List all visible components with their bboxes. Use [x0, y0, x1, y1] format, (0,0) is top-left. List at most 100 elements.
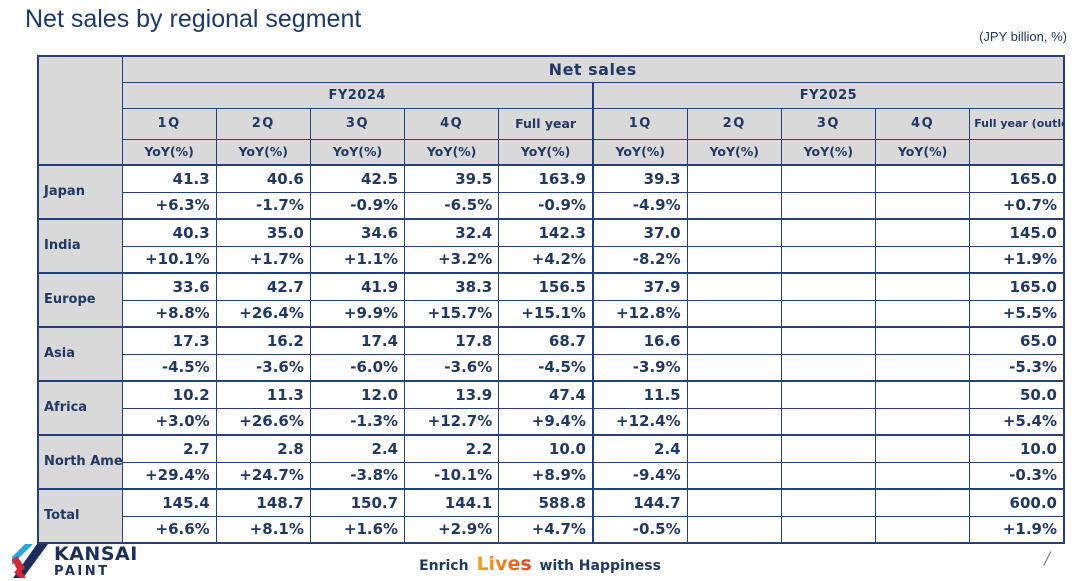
net-sales-value: 13.9 [404, 380, 500, 409]
fy2024-header: FY2024 [121, 81, 594, 109]
net-sales-value: 38.3 [404, 272, 500, 301]
yoy-header: YoY(%) [215, 138, 311, 166]
yoy-value: +4.2% [498, 245, 594, 274]
net-sales-value: 2.4 [309, 434, 406, 463]
yoy-value [874, 245, 971, 274]
net-sales-value [874, 164, 971, 193]
yoy-value: +1.9% [969, 515, 1065, 544]
net-sales-value: 50.0 [969, 380, 1065, 409]
region-value-row: Total 145.4 148.7 150.7 144.1 588.8 144.7 600.0 [37, 488, 1065, 544]
quarter-header: 4Q [404, 107, 500, 140]
yoy-value: +15.1% [498, 299, 594, 328]
full-year-outlook-header: Full year (outlook) [969, 107, 1065, 140]
yoy-value: +24.7% [215, 461, 311, 490]
net-sales-value: 47.4 [498, 380, 594, 409]
net-sales-value: 165.0 [969, 272, 1065, 301]
yoy-value: -4.9% [592, 191, 688, 220]
net-sales-value [874, 326, 971, 355]
net-sales-value [874, 434, 971, 463]
net-sales-value: 148.7 [215, 488, 311, 517]
net-sales-value: 145.0 [969, 218, 1065, 247]
region-value-row: Europe 33.6 42.7 41.9 38.3 156.5 37.9 165.0 [37, 272, 1065, 328]
tagline-accent: Lives [473, 553, 534, 575]
yoy-header: YoY(%) [686, 138, 782, 166]
yoy-header: YoY(%) [498, 138, 594, 166]
yoy-value: +15.7% [404, 299, 500, 328]
yoy-value: -9.4% [592, 461, 688, 490]
yoy-value [686, 353, 782, 382]
yoy-value: +1.9% [969, 245, 1065, 274]
full-year-header: Full year [498, 107, 594, 140]
net-sales-value: 16.6 [592, 326, 688, 355]
kansai-k-icon [12, 544, 48, 578]
yoy-value [686, 461, 782, 490]
net-sales-value [780, 434, 877, 463]
net-sales-value [686, 164, 782, 193]
region-yoy-row: +6.6% +8.1% +1.6% +2.9% +4.7% -0.5% +1.9% [38, 515, 1065, 544]
net-sales-value: 40.6 [215, 164, 311, 193]
yoy-value: -0.3% [969, 461, 1065, 490]
net-sales-value [874, 380, 971, 409]
yoy-value: +8.8% [121, 299, 217, 328]
yoy-value: +26.4% [215, 299, 311, 328]
quarter-header: 3Q [780, 107, 877, 140]
tagline-right: with Happiness [539, 558, 661, 574]
net-sales-value: 68.7 [498, 326, 594, 355]
net-sales-value: 150.7 [309, 488, 406, 517]
region-yoy-row: +29.4% +24.7% -3.8% -10.1% +8.9% -9.4% -0.3% [38, 461, 1065, 490]
yoy-value: +12.8% [592, 299, 688, 328]
net-sales-value [874, 488, 971, 517]
yoy-value: +5.4% [969, 407, 1065, 436]
net-sales-value: 17.3 [121, 326, 217, 355]
table-header: Net sales FY2024 FY2025 1Q 2Q 3Q 4Q Full… [37, 55, 1065, 166]
yoy-header: YoY(%) [404, 138, 500, 166]
net-sales-value: 2.2 [404, 434, 500, 463]
net-sales-value: 37.0 [592, 218, 688, 247]
page-title: Net sales by regional segment [25, 5, 362, 33]
yoy-value: +8.1% [215, 515, 311, 544]
region-yoy-row: +3.0% +26.6% -1.3% +12.7% +9.4% +12.4% +5.4% [38, 407, 1065, 436]
tagline-left: Enrich [419, 558, 469, 574]
yoy-value [780, 353, 877, 382]
quarter-header: 2Q [215, 107, 311, 140]
region-value-row: Japan 41.3 40.6 42.5 39.5 163.9 39.3 165.0 [37, 164, 1065, 220]
yoy-value: +2.9% [404, 515, 500, 544]
net-sales-value: 144.1 [404, 488, 500, 517]
region-label: North America [37, 434, 123, 490]
net-sales-value: 34.6 [309, 218, 406, 247]
net-sales-value [686, 326, 782, 355]
yoy-value: -6.5% [404, 191, 500, 220]
net-sales-value: 11.3 [215, 380, 311, 409]
yoy-value: +10.1% [121, 245, 217, 274]
yoy-value: -0.9% [309, 191, 406, 220]
yoy-value [780, 245, 877, 274]
yoy-value: -3.6% [215, 353, 311, 382]
yoy-value: +0.7% [969, 191, 1065, 220]
net-sales-value: 41.3 [121, 164, 217, 193]
region-yoy-row: -4.5% -3.6% -6.0% -3.6% -4.5% -3.9% -5.3% [38, 353, 1065, 382]
footer: KANSAI PAINT Enrich Lives with Happiness… [0, 541, 1080, 581]
net-sales-value: 165.0 [969, 164, 1065, 193]
net-sales-value: 39.3 [592, 164, 688, 193]
net-sales-value [874, 218, 971, 247]
yoy-value: -6.0% [309, 353, 406, 382]
yoy-value [686, 515, 782, 544]
region-value-row: Africa 10.2 11.3 12.0 13.9 47.4 11.5 50.0 [37, 380, 1065, 436]
net-sales-value: 65.0 [969, 326, 1065, 355]
yoy-value: +29.4% [121, 461, 217, 490]
yoy-value [780, 299, 877, 328]
net-sales-value: 156.5 [498, 272, 594, 301]
yoy-value: -0.9% [498, 191, 594, 220]
region-label: Europe [37, 272, 123, 328]
quarter-header: 1Q [121, 107, 217, 140]
yoy-value [874, 461, 971, 490]
yoy-value: -3.6% [404, 353, 500, 382]
net-sales-value: 41.9 [309, 272, 406, 301]
net-sales-value: 163.9 [498, 164, 594, 193]
net-sales-value: 144.7 [592, 488, 688, 517]
yoy-value: -1.3% [309, 407, 406, 436]
yoy-value [874, 407, 971, 436]
yoy-value [874, 515, 971, 544]
net-sales-value: 10.2 [121, 380, 217, 409]
net-sales-value: 600.0 [969, 488, 1065, 517]
